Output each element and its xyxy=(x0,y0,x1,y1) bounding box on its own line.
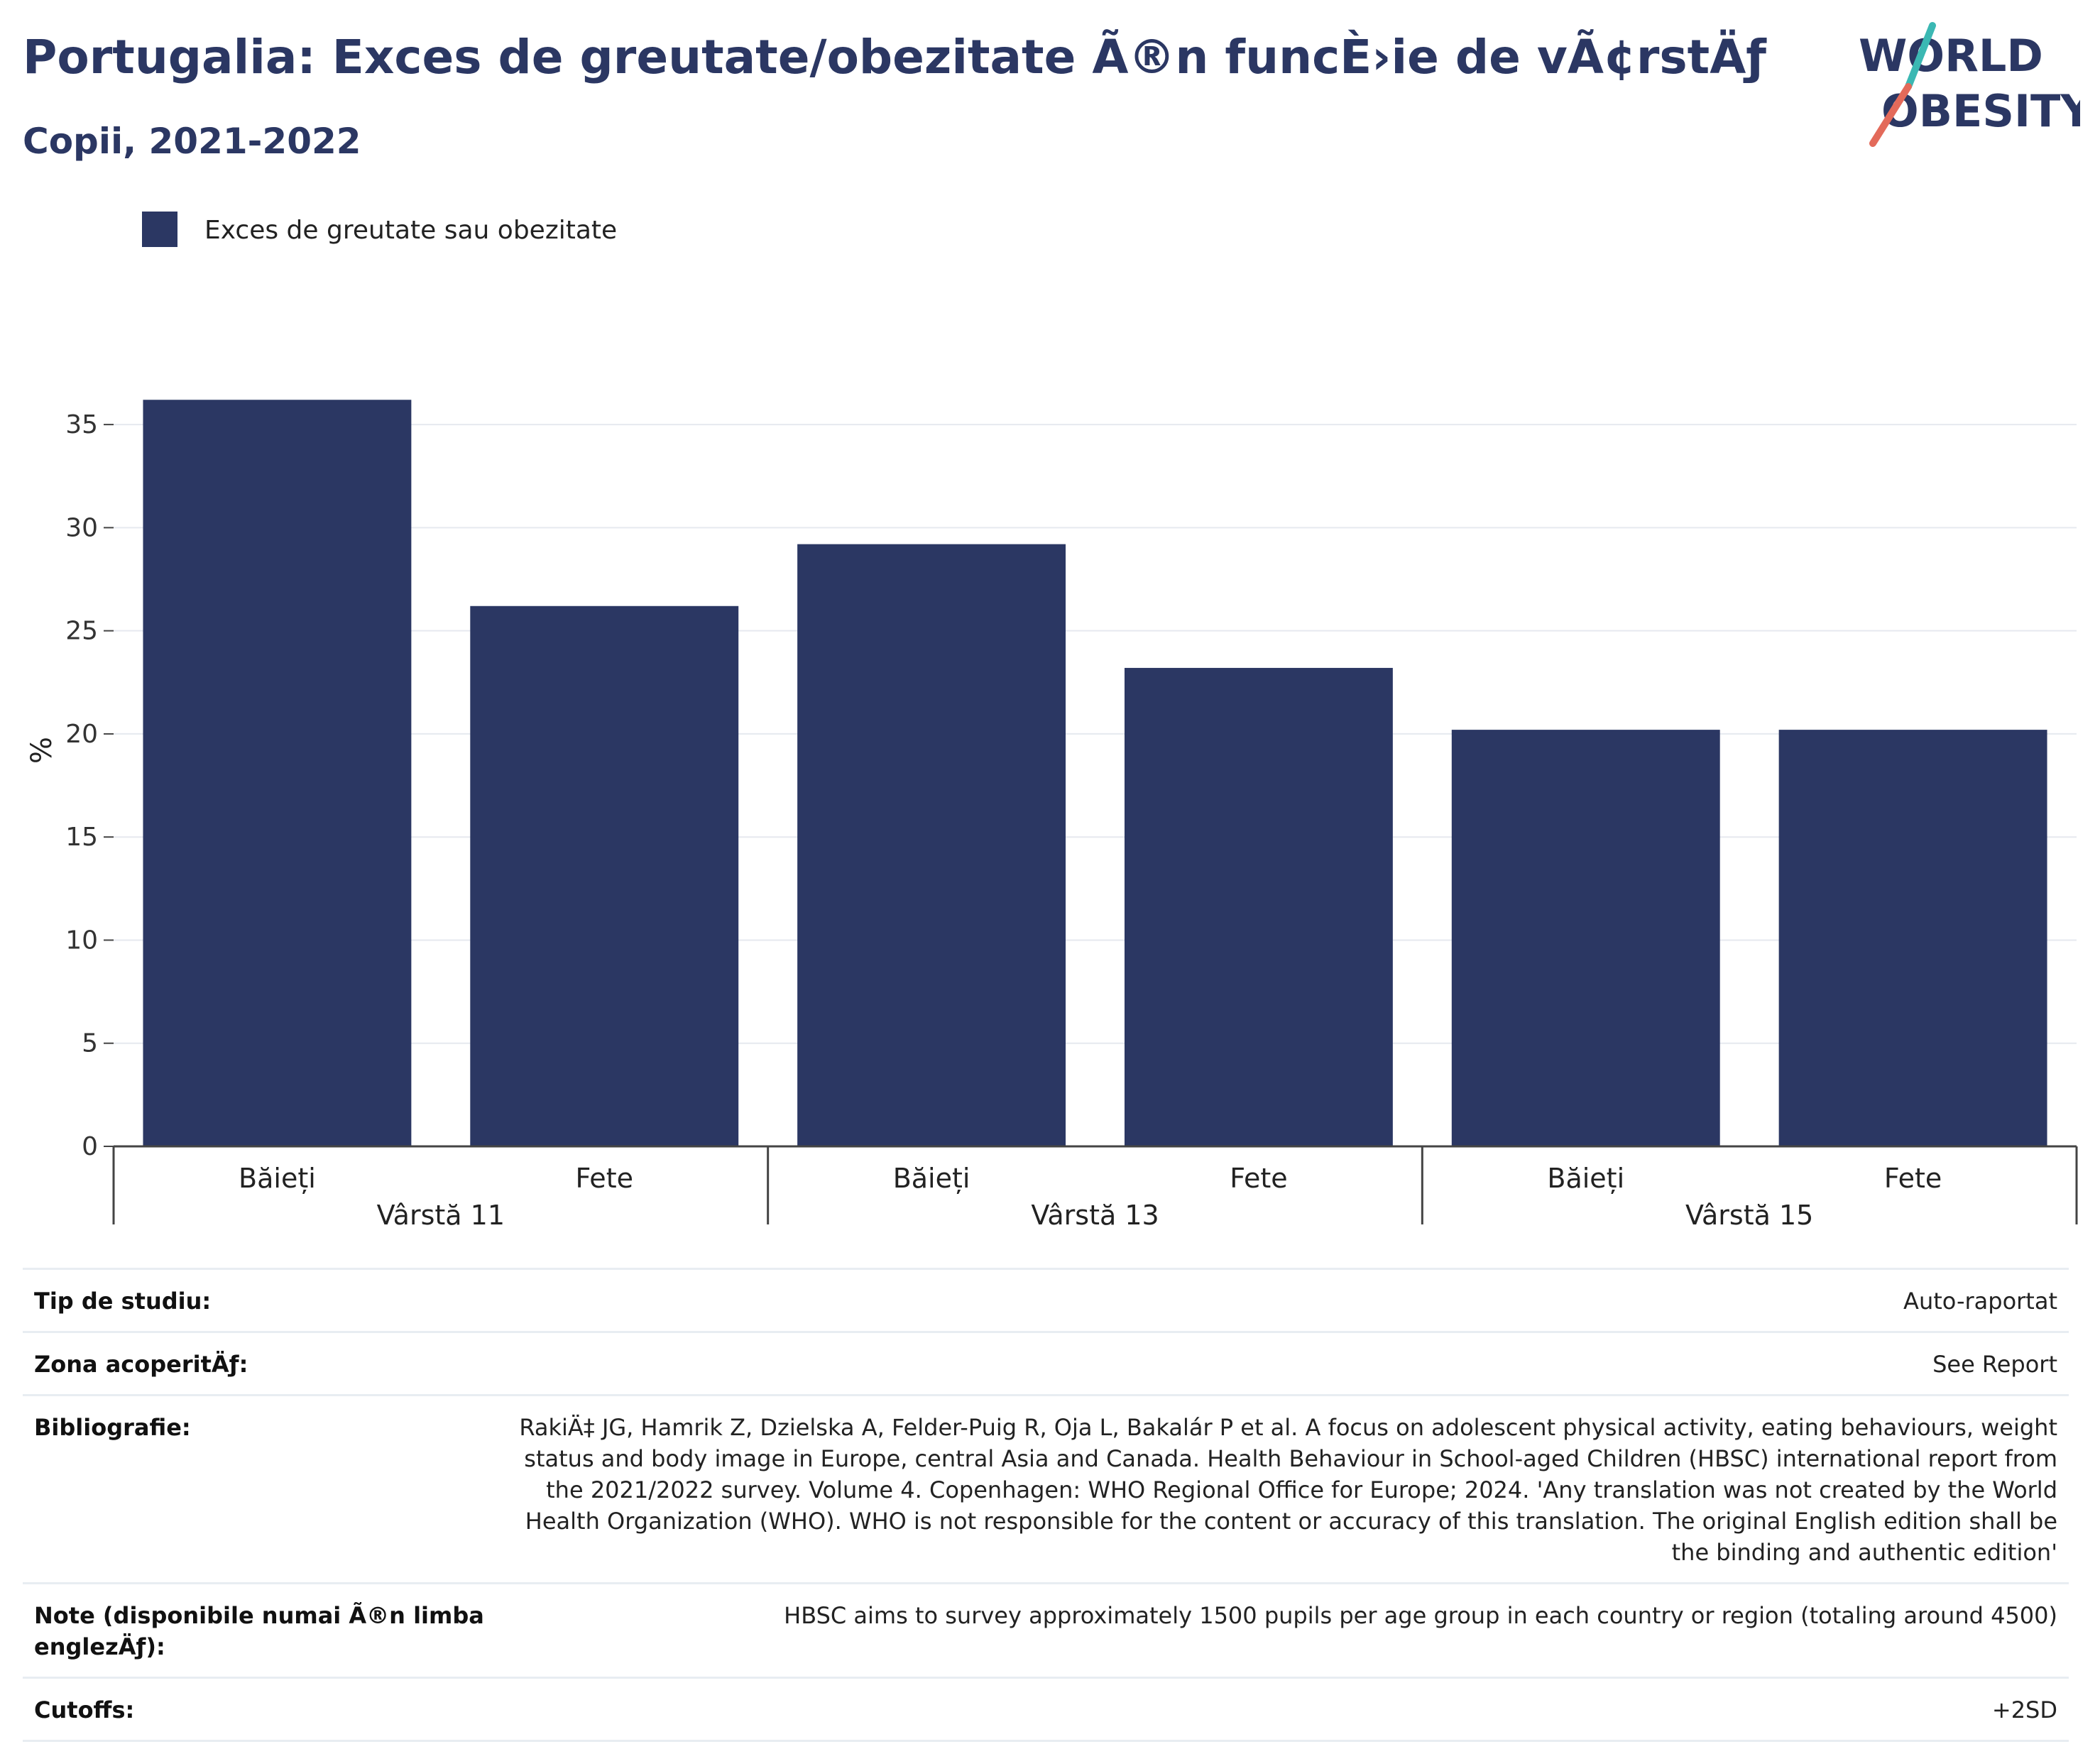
group-label: Vârstă 11 xyxy=(377,1200,505,1231)
metadata-row: Note (disponibile numai Ã®n limba englez… xyxy=(23,1582,2069,1677)
x-tick-label: Fete xyxy=(576,1163,633,1194)
logo-line2: OBESITY xyxy=(1881,85,2080,137)
y-axis-label: % xyxy=(26,737,58,764)
x-tick-label: Fete xyxy=(1230,1163,1287,1194)
metadata-value: HBSC aims to survey approximately 1500 p… xyxy=(784,1602,2057,1629)
bar xyxy=(1451,730,1720,1146)
logo-accent-teal xyxy=(1905,22,1936,90)
metadata-row: Zona acoperitÄƒ: See Report xyxy=(23,1331,2069,1394)
metadata-label: Bibliografie: xyxy=(34,1414,191,1441)
y-tick-label: 10 xyxy=(65,926,98,955)
y-tick-label: 30 xyxy=(65,513,98,542)
page-subtitle: Copii, 2021-2022 xyxy=(23,121,361,162)
bar xyxy=(470,605,739,1146)
y-tick-label: 35 xyxy=(65,410,98,439)
metadata-label: Cutoffs: xyxy=(34,1696,135,1723)
metadata-label: Zona acoperitÄƒ: xyxy=(34,1351,248,1378)
metadata-row: Cutoffs: +2SD xyxy=(23,1677,2069,1742)
page-title: Portugalia: Exces de greutate/obezitate … xyxy=(23,30,1767,84)
world-obesity-logo: WORLD OBESITY xyxy=(1859,22,2080,147)
y-axis-ticks: 0 5 10 15 20 25 30 35 xyxy=(65,410,114,1161)
bar xyxy=(1778,730,2047,1146)
bar xyxy=(797,544,1066,1146)
metadata-value: Auto-raportat xyxy=(1903,1288,2057,1315)
legend-label: Exces de greutate sau obezitate xyxy=(204,216,617,245)
metadata-value: RakiÄ‡ JG, Hamrik Z, Dzielska A, Felder-… xyxy=(519,1414,2057,1566)
x-tick-label: Băieți xyxy=(239,1163,316,1194)
metadata-label: Note (disponibile numai Ã®n limba englez… xyxy=(34,1602,484,1660)
legend: Exces de greutate sau obezitate xyxy=(142,212,617,247)
x-tick-label: Băieți xyxy=(1547,1163,1624,1194)
metadata-value: +2SD xyxy=(1991,1696,2057,1723)
metadata-label: Tip de studiu: xyxy=(34,1288,212,1315)
legend-swatch xyxy=(142,212,177,247)
bar xyxy=(1124,667,1393,1146)
metadata-table: Tip de studiu: Auto-raportat Zona acoperit… xyxy=(23,1268,2069,1742)
y-tick-label: 5 xyxy=(82,1029,98,1058)
y-tick-label: 15 xyxy=(65,823,98,852)
group-label: Vârstă 15 xyxy=(1685,1200,1813,1231)
gridlines xyxy=(114,424,2077,1044)
metadata-row: Tip de studiu: Auto-raportat xyxy=(23,1268,2069,1331)
metadata-value: See Report xyxy=(1932,1351,2057,1378)
y-tick-label: 25 xyxy=(65,617,98,646)
metadata-row: Bibliografie: RakiÄ‡ JG, Hamrik Z, Dziels… xyxy=(23,1394,2069,1582)
x-tick-label: Fete xyxy=(1884,1163,1942,1194)
group-label: Vârstă 13 xyxy=(1031,1200,1159,1231)
y-tick-label: 20 xyxy=(65,720,98,749)
logo-accent-coral xyxy=(1869,83,1912,147)
bar xyxy=(143,400,412,1147)
y-tick-label: 0 xyxy=(82,1132,98,1161)
bars xyxy=(143,400,2047,1147)
x-axis: Băieți Fete Băieți Fete Băieți Fete Vârstă 11 V… xyxy=(112,1145,2078,1231)
x-tick-label: Băieți xyxy=(893,1163,970,1194)
logo-line1: WORLD xyxy=(1859,30,2043,82)
